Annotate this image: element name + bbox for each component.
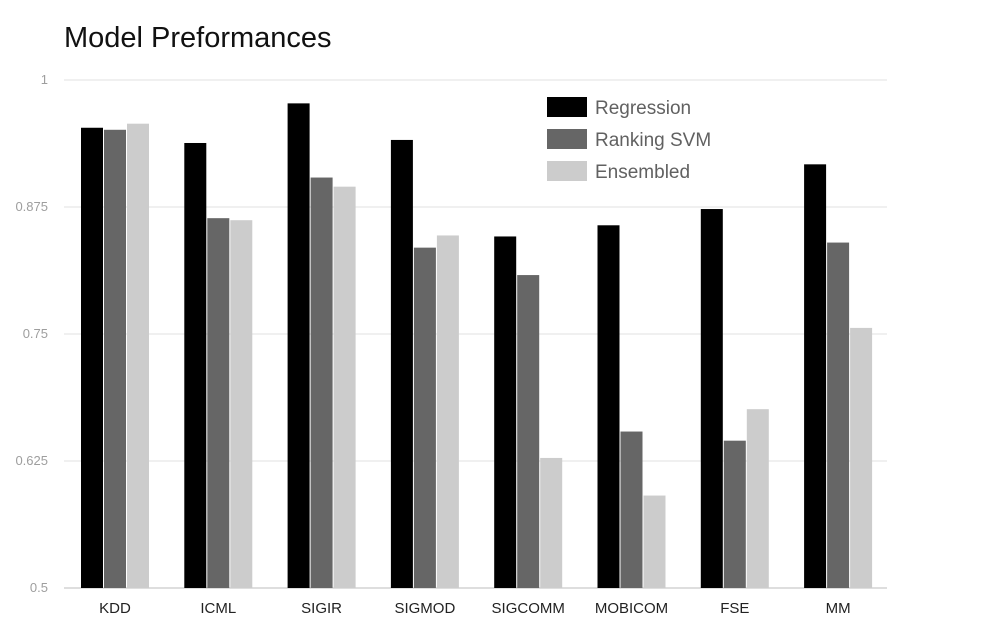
x-tick-label: SIGIR [301,600,342,617]
bar-fse-ensembled [746,409,769,588]
bar-sigmod-regression [390,139,413,588]
x-tick-label: FSE [720,600,749,617]
bar-icml-regression [184,142,207,588]
bar-sigcomm-ranking-svm [517,275,540,588]
x-tick-label: KDD [99,600,131,617]
bar-mm-ranking-svm [827,242,850,588]
bar-sigmod-ensembled [436,235,459,588]
bar-kdd-regression [81,127,103,588]
legend-label: Regression [595,98,691,119]
x-tick-label: ICML [200,600,236,617]
y-tick-label: 0.5 [30,580,48,595]
legend-swatch [547,161,587,181]
bars [81,103,873,589]
bar-kdd-ranking-svm [104,129,126,588]
y-tick-label: 0.875 [15,199,48,214]
bar-mm-ensembled [850,327,873,588]
bar-sigir-ranking-svm [310,177,333,588]
bar-icml-ranking-svm [207,218,230,588]
legend-label: Ensembled [595,162,690,183]
legend-label: Ranking SVM [595,130,711,151]
bar-mobicom-ensembled [643,495,666,588]
bar-mm-regression [804,164,827,588]
y-tick-label: 1 [41,72,48,87]
x-tick-label: MOBICOM [595,600,668,617]
x-tick-label: MM [826,600,851,617]
legend-swatch [547,97,587,117]
bar-fse-regression [700,209,723,589]
bar-mobicom-regression [597,225,620,588]
x-axis-ticks: KDD ICML SIGIR SIGMOD SIGCOMM MOBICOM FSE MM [99,600,850,617]
legend: Regression Ranking SVM Ensembled [547,97,711,183]
chart-title: Model Preformances [64,22,332,54]
bar-kdd-ensembled [127,123,149,589]
bar-sigir-ensembled [333,186,356,588]
bar-sigcomm-ensembled [540,457,563,588]
bar-icml-ensembled [230,220,253,588]
y-tick-label: 0.75 [23,326,48,341]
bar-sigir-regression [287,103,310,589]
y-axis-ticks: 0.5 0.625 0.75 0.875 1 [15,72,48,595]
legend-swatch [547,129,587,149]
bar-fse-ranking-svm [723,440,746,588]
bar-sigcomm-regression [494,236,517,589]
x-tick-label: SIGCOMM [492,600,565,617]
y-tick-label: 0.625 [15,453,48,468]
bar-mobicom-ranking-svm [620,431,643,588]
bar-sigmod-ranking-svm [413,247,436,588]
x-tick-label: SIGMOD [394,600,455,617]
